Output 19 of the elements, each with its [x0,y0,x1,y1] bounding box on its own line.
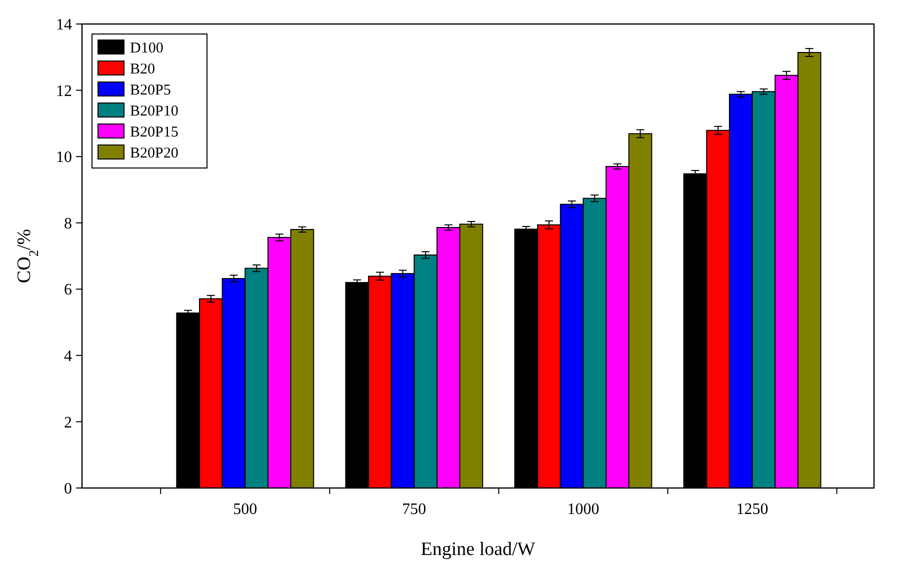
legend-label: D100 [130,40,164,56]
y-tick-label: 12 [56,82,72,100]
y-tick-label: 6 [64,282,72,299]
legend-label: B20P20 [130,145,178,162]
x-tick-label: 750 [402,501,426,518]
y-tick-label: 10 [56,149,72,166]
y-tick-label: 14 [56,16,72,34]
x-tick-label: 1250 [736,501,768,518]
legend-label: B20P10 [130,103,178,120]
x-axis-title: Engine load/W [420,539,536,560]
y-tick-label: 0 [64,480,72,498]
legend-label: B20 [130,61,156,78]
y-tick-label: 2 [64,414,72,432]
y-tick-label: 4 [64,348,72,366]
x-tick-label: 1000 [567,501,600,518]
legend-label: B20P5 [130,82,171,98]
legend-label: B20P15 [130,124,178,140]
x-tick-label: 500 [233,501,258,518]
y-tick-label: 8 [64,215,72,232]
